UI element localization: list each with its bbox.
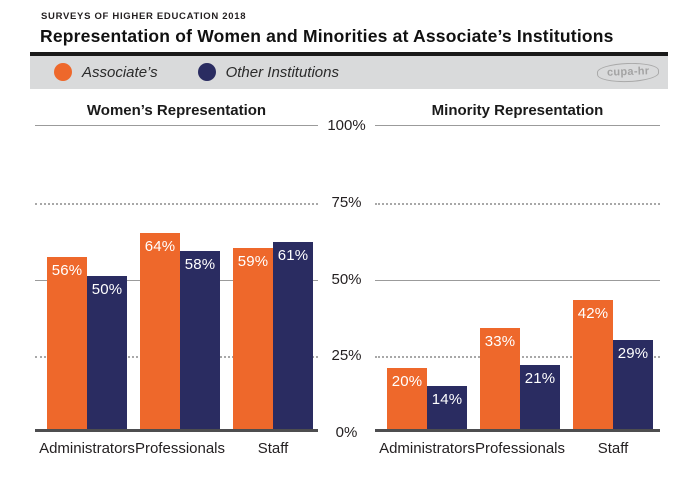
gridline-75 (375, 202, 660, 205)
bar: 58% (180, 250, 220, 429)
bar-value-label: 61% (277, 246, 309, 264)
bar-value-label: 29% (617, 344, 649, 362)
bar: 21% (520, 364, 560, 429)
bar-value-label: 56% (51, 262, 83, 280)
category-label: Staff (597, 440, 629, 457)
bar-value-label: 58% (184, 255, 216, 273)
y-axis: 100% 75% 50% 25% 0% (318, 117, 375, 441)
bar: 20% (387, 367, 427, 429)
legend-bar: Associate’s Other Institutions cupa-hr (30, 55, 668, 89)
gridline-50 (375, 279, 660, 281)
associates-dot-icon (54, 63, 72, 81)
report-eyebrow: SURVEYS OF HIGHER EDUCATION 2018 (41, 11, 247, 22)
category-label: Administrators (39, 440, 135, 457)
bar: 59% (233, 247, 273, 429)
y-tick: 50% (331, 270, 362, 288)
y-tick: 100% (327, 117, 366, 134)
y-tick: 0% (335, 424, 358, 441)
legend-item-associates: Associate’s (54, 63, 158, 81)
bar-value-label: 20% (391, 372, 423, 390)
bar: 42% (573, 300, 613, 429)
y-tick: 25% (331, 347, 362, 365)
bar-value-label: 14% (431, 391, 463, 409)
bar-value-label: 64% (144, 237, 176, 255)
category-label: Staff (257, 440, 289, 457)
chart-title-minority: Minority Representation (431, 102, 604, 119)
bar: 29% (613, 339, 653, 429)
chart-panel-minority: Minority Representation 20% 14% 33% 21% 42% 2… (375, 102, 660, 466)
bar: 61% (273, 241, 313, 429)
legend-label-other: Other Institutions (225, 63, 339, 81)
bar-value-label: 59% (237, 252, 269, 270)
plot-area-women: 56% 50% 64% 58% 59% 61% (35, 125, 318, 432)
bar: 64% (140, 232, 180, 429)
category-label: Administrators (379, 440, 475, 457)
cupa-hr-logo: cupa-hr (596, 61, 660, 83)
title-divider (30, 52, 668, 56)
legend-label-associates: Associate’s (82, 63, 158, 81)
bar: 14% (427, 386, 467, 429)
legend-item-other: Other Institutions (197, 63, 339, 81)
gridline-75 (35, 202, 318, 205)
y-tick: 75% (331, 193, 362, 211)
category-label: Professionals (474, 440, 566, 457)
bar: 56% (47, 257, 87, 429)
category-label: Professionals (134, 440, 226, 457)
category-axis-women: Administrators Professionals Staff (35, 440, 318, 466)
bar-value-label: 50% (91, 280, 123, 298)
bar-value-label: 42% (577, 305, 609, 323)
bar-value-label: 21% (524, 369, 556, 387)
page-title: Representation of Women and Minorities a… (40, 26, 614, 46)
category-axis-minority: Administrators Professionals Staff (375, 440, 660, 466)
plot-area-minority: 20% 14% 33% 21% 42% 29% (375, 125, 660, 432)
bar-value-label: 33% (484, 332, 516, 350)
chart-title-women: Women’s Representation (86, 102, 267, 119)
other-institutions-dot-icon (197, 63, 216, 81)
chart-panel-women: Women’s Representation 56% 50% 64% 58% 59% 61… (35, 102, 318, 466)
bar: 50% (87, 275, 127, 429)
bar: 33% (480, 327, 520, 429)
